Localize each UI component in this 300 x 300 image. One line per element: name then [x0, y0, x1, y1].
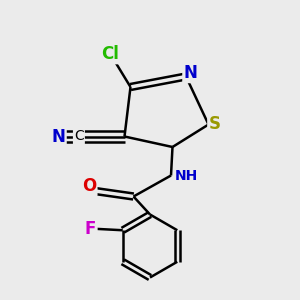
Text: S: S: [208, 115, 220, 133]
Text: C: C: [74, 130, 84, 143]
Text: Cl: Cl: [101, 45, 119, 63]
Text: NH: NH: [174, 169, 198, 182]
Text: F: F: [85, 220, 96, 238]
Text: N: N: [52, 128, 65, 146]
Text: N: N: [184, 64, 197, 82]
Text: O: O: [82, 177, 96, 195]
